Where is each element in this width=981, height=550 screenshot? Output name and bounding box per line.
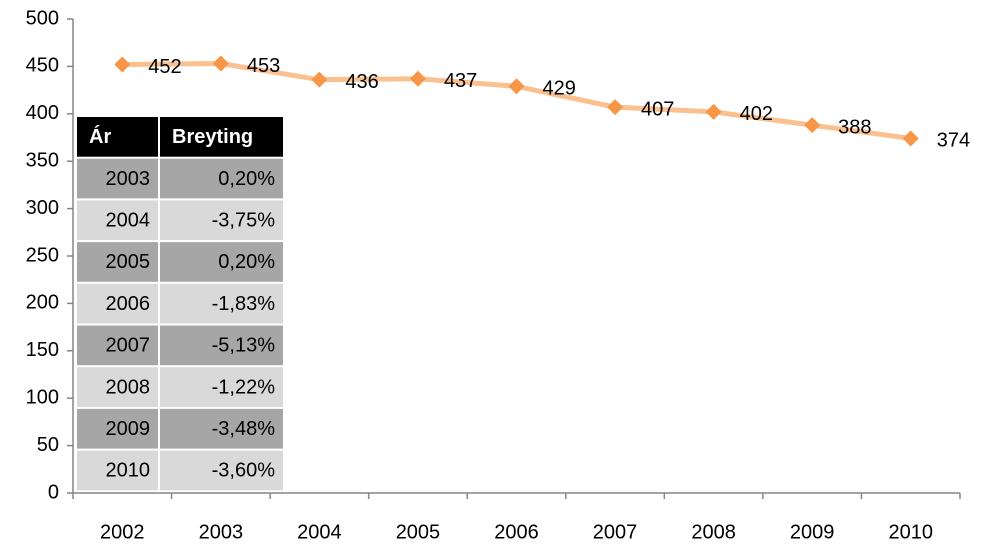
marker [212, 55, 229, 72]
x-tick-label: 2008 [691, 521, 736, 543]
y-tick-label: 400 [26, 102, 59, 124]
data-label: 407 [641, 98, 674, 120]
table-cell [160, 367, 283, 407]
table-cell-text: -3,60% [212, 460, 276, 482]
data-label: 453 [247, 55, 280, 77]
x-tick-label: 2009 [790, 521, 835, 543]
marker [114, 56, 131, 73]
x-tick-label: 2006 [494, 521, 539, 543]
marker [902, 130, 919, 147]
x-tick-label: 2005 [396, 521, 441, 543]
y-tick-label: 100 [26, 386, 59, 408]
marker [705, 103, 722, 120]
data-label: 436 [345, 71, 378, 93]
x-tick-label: 2007 [593, 521, 638, 543]
y-tick-label: 450 [26, 55, 59, 77]
table-header [77, 117, 158, 157]
marker [804, 117, 821, 134]
table-cell [77, 200, 158, 241]
table-cell [77, 408, 158, 449]
table-cell-text: -3,75% [212, 210, 276, 232]
marker [607, 99, 624, 116]
y-tick-label: 200 [26, 292, 59, 314]
table-cell [160, 158, 283, 199]
table-cell-text: 0,20% [218, 168, 275, 190]
table-cell-text: 2008 [106, 376, 151, 398]
table-cell [160, 283, 283, 324]
table-cell [160, 325, 283, 366]
table-cell [77, 450, 158, 491]
table-cell-text: 2003 [106, 168, 151, 190]
table-cell [160, 408, 283, 449]
table-cell-text: 0,20% [218, 251, 275, 273]
table-header [160, 117, 283, 157]
x-tick-label: 2002 [100, 521, 145, 543]
table-cell [77, 325, 158, 366]
table-cell [160, 450, 283, 491]
x-tick-label: 2010 [888, 521, 933, 543]
table-cell-text: 2005 [106, 251, 151, 273]
table-cell [77, 367, 158, 407]
table-cell-text: -3,48% [212, 418, 276, 440]
table-cell-text: 2010 [106, 460, 151, 482]
table-cell [77, 158, 158, 199]
table-cell-text: -1,22% [212, 376, 276, 398]
table-cell-text: 2009 [106, 418, 151, 440]
table-cell-text: -1,83% [212, 293, 276, 315]
table-cell [160, 242, 283, 282]
marker [508, 78, 525, 95]
table-header-text: Breyting [172, 126, 253, 148]
marker [409, 70, 426, 87]
table-cell [77, 242, 158, 282]
table-cell-text: 2007 [106, 335, 151, 357]
data-label: 402 [740, 103, 773, 125]
x-tick-label: 2004 [297, 521, 342, 543]
table-cell-text: 2006 [106, 293, 151, 315]
y-tick-label: 350 [26, 149, 59, 171]
table-cell [77, 283, 158, 324]
y-tick-label: 150 [26, 339, 59, 361]
data-label: 437 [444, 70, 477, 92]
table-cell-text: 2004 [106, 210, 151, 232]
data-label: 388 [838, 116, 871, 138]
marker [311, 71, 328, 88]
y-tick-label: 0 [48, 481, 59, 503]
data-label: 452 [148, 56, 181, 78]
y-tick-label: 300 [26, 197, 59, 219]
y-tick-label: 50 [37, 434, 59, 456]
x-tick-label: 2003 [199, 521, 244, 543]
table-header-text: Ár [89, 125, 111, 148]
table-cell-text: -5,13% [212, 335, 276, 357]
y-tick-label: 500 [26, 7, 59, 29]
y-tick-label: 250 [26, 244, 59, 266]
data-label: 429 [543, 78, 576, 100]
table-cell [160, 200, 283, 241]
data-label: 374 [937, 130, 970, 152]
